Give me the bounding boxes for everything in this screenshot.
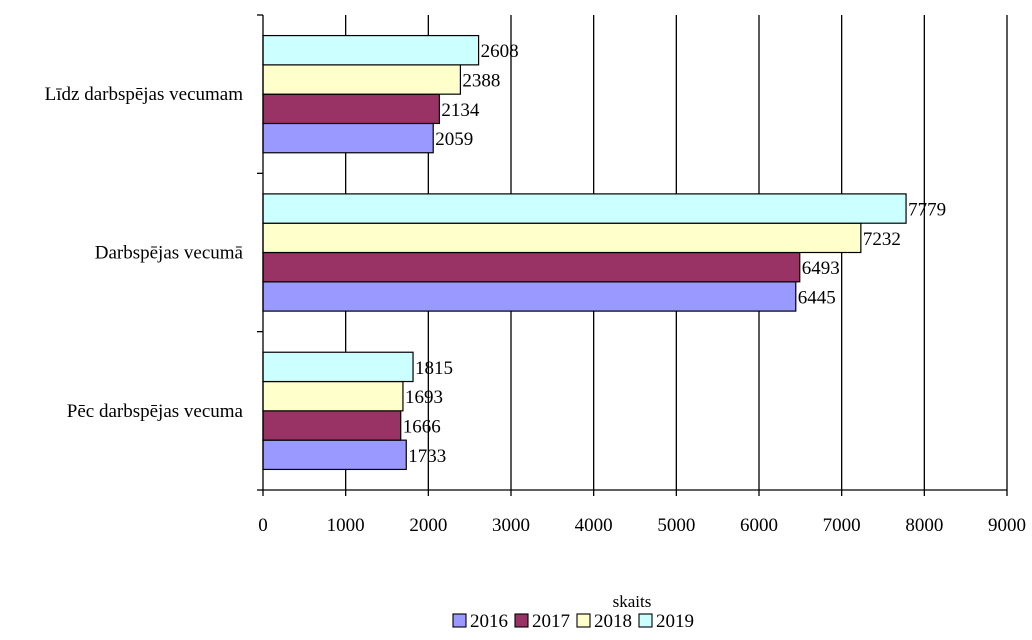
bar-2019 (262, 193, 907, 224)
x-tick-label: 8000 (905, 515, 943, 536)
category-label: Līdz darbspējas vecumam (45, 84, 244, 105)
legend-swatch-2017 (514, 613, 529, 628)
bar-2016 (262, 439, 407, 471)
category-label: Pēc darbspējas vecuma (67, 401, 244, 422)
data-label: 6493 (802, 258, 840, 279)
x-tick-label: 9000 (988, 515, 1026, 536)
bar-2018 (262, 64, 462, 95)
category-label: Darbspējas vecumā (95, 243, 244, 264)
data-label: 2608 (481, 41, 519, 62)
legend-swatch-2019 (638, 613, 653, 628)
legend: 2016 2017 2018 2019 (452, 611, 694, 632)
bar-2016 (262, 122, 434, 154)
x-axis-title: skaits (613, 592, 652, 611)
x-tick-label: 6000 (740, 515, 778, 536)
category-labels: Līdz darbspējas vecumam Darbspējas vecumā… (45, 84, 244, 422)
bar-2017 (262, 93, 441, 125)
axes (257, 14, 1008, 496)
x-tick-label: 2000 (409, 515, 447, 536)
data-label: 6445 (798, 287, 836, 308)
x-tick-label: 1000 (327, 515, 365, 536)
x-tick-label: 7000 (823, 515, 861, 536)
bar-2016 (262, 281, 797, 312)
x-tick-label: 3000 (492, 515, 530, 536)
data-labels: 2059 2134 2388 2608 6445 6493 7232 7779 1733 1666… (403, 41, 946, 467)
legend-label: 2017 (532, 611, 570, 632)
legend-label: 2016 (470, 611, 508, 632)
data-label: 1693 (405, 387, 443, 408)
data-label: 2388 (462, 71, 500, 92)
legend-label: 2018 (594, 611, 632, 632)
x-tick-label: 4000 (575, 515, 613, 536)
bar-2018 (262, 380, 404, 412)
x-tick-label: 5000 (657, 515, 695, 536)
legend-swatch-2016 (452, 613, 467, 628)
legend-label: 2019 (656, 611, 694, 632)
legend-swatch-2018 (576, 613, 591, 628)
data-label: 1733 (408, 446, 446, 467)
bar-2017 (262, 410, 402, 441)
data-label: 2134 (441, 100, 480, 121)
bar-2019 (262, 351, 414, 383)
x-tick-labels: 0 1000 2000 3000 4000 5000 6000 7000 8000 9000 (258, 515, 1026, 536)
data-label: 7779 (908, 200, 946, 221)
bars-group (262, 34, 907, 471)
data-label: 2059 (435, 129, 473, 150)
data-label: 7232 (863, 229, 901, 250)
data-label: 1666 (403, 416, 441, 437)
bar-2018 (262, 222, 862, 254)
bar-2017 (262, 251, 801, 283)
bar-2019 (262, 34, 480, 66)
x-tick-label: 0 (258, 515, 268, 536)
data-label: 1815 (415, 358, 453, 379)
